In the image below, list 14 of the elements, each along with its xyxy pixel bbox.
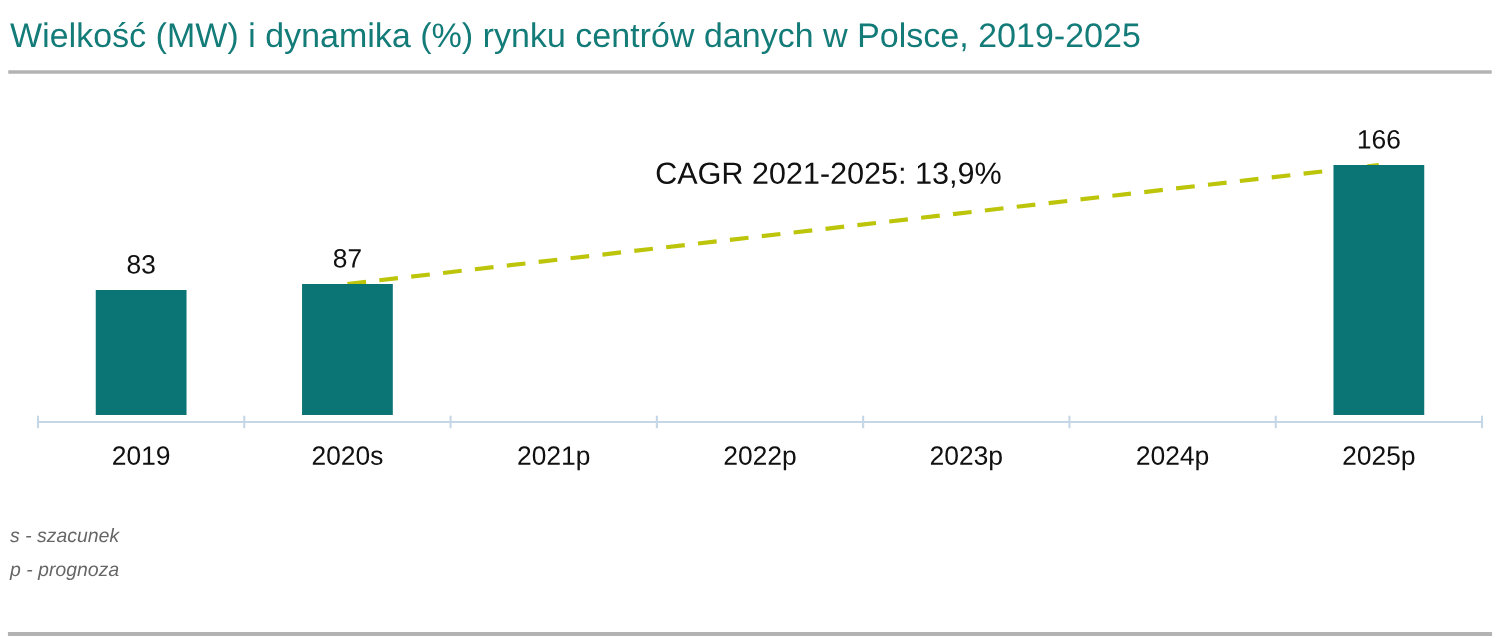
text: s - szacunek [10, 527, 120, 543]
data-label: 87 [333, 248, 361, 268]
data-label: 166 [1358, 129, 1400, 149]
text: p - prognoza [9, 565, 119, 581]
x-tick-label: 2021p [518, 446, 590, 471]
x-tick-label: 2025p [1343, 446, 1415, 471]
x-tick-label: 2020s [312, 446, 383, 465]
series-label: CAGR 2021-2025: 13,9% [656, 162, 1001, 188]
data-label: 83 [127, 254, 155, 274]
x-tick-label: 2024p [1137, 446, 1209, 471]
x-tick-label: 2019 [113, 446, 170, 465]
chart-title: Wielkość (MW) i dynamika (%) rynku centrów danych w Polsce, 2019-2025 [10, 21, 1140, 55]
x-tick-label: 2022p [724, 446, 796, 471]
x-tick-label: 2023p [930, 446, 1002, 471]
